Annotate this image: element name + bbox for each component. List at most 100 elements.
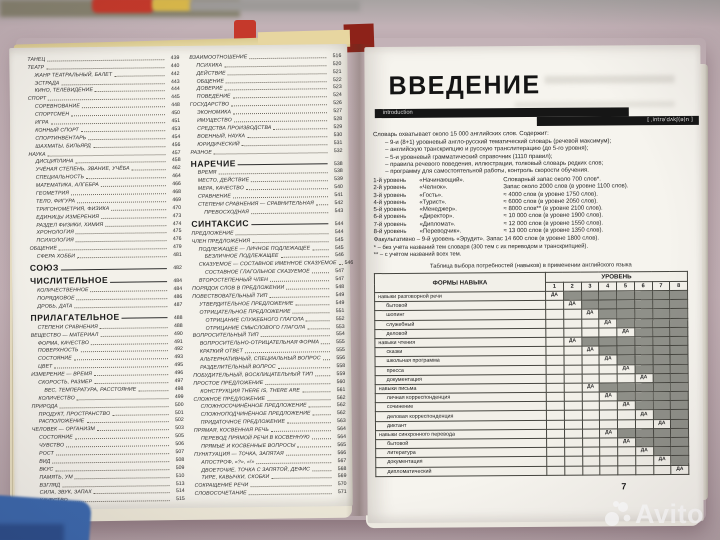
toc-entry-title: АПОСТРОФ, «?», «!» [201,458,255,466]
level-cell: ДА [545,291,564,301]
level-cell [545,309,564,319]
level-cell [670,409,689,420]
toc-entry-title: ФОРМА, КАЧЕСТВО [37,339,89,347]
level-cell [670,345,688,355]
toc-page-number: 500 [174,401,184,408]
toc-entry-title: СФЕРА ХОББИ [36,253,76,260]
toc-page-number: 445 [171,94,180,101]
level-cell: ДА [635,446,654,457]
toc-page-number: 448 [171,102,180,109]
level-cell [546,373,564,384]
toc-page-number: 469 [172,196,182,204]
skills-table-col-header: ФОРМЫ НАВЫКА [374,272,546,293]
level-cell [653,465,672,475]
open-book: ТАНЕЦ 439 ТЕАТР 440 ЖАНР ТЕАТРАЛЬНЫЙ, БАЛЕТ 4… [6,18,712,529]
toc-entry-title: КОЛИЧЕСТВО [38,395,75,402]
level-cell [652,345,671,355]
level-number: 2 [563,282,582,292]
toc-entry-title: НАУКА [28,151,46,158]
toc-entry-title: ДИСЦИПЛИНА [35,158,74,166]
toc-entry-title: ТАНЕЦ [27,56,46,63]
level-cell [652,391,671,401]
toc-page-number: 481 [173,252,182,259]
toc-entry-title: КИНО, ТЕЛЕВИДЕНИЕ [34,87,94,95]
toc-page-number: 501 [174,409,184,416]
level-cell [599,346,617,356]
level-cell [617,410,636,420]
level-cell [582,456,601,466]
level-cell [634,299,653,310]
toc-entry-title: ПРИЛАГАТЕЛЬНОЕ [30,311,120,323]
toc-page-number: 515 [176,496,185,503]
toc-entry-title: СРЕДСТВА ПРОИЗВОДСТВА [197,124,272,132]
toc-entry-title: ЕДИНИЦЫ ИЗМЕРЕНИЯ [36,213,100,221]
page-edges [698,64,708,500]
toc-entry-title: ПРОДУКТ, ПРОСТРАНСТВО [38,410,111,418]
level-cell [635,456,654,466]
toc-page-number: 555 [336,347,345,354]
toc-entry-title: ОБЩЕНИЕ [29,245,58,253]
toc-entry-title: ЧУВСТВО [39,442,65,449]
level-cell [617,446,636,457]
level-cell [582,447,600,457]
red-object-top-left [92,0,154,13]
toc-entry-title: ВЕС, ТЕМПЕРАТУРА, РАССТОЯНИЕ [44,386,137,394]
toc-entry-title: ВОПРОСИТЕЛЬНЫЙ ТИП [192,332,259,340]
toc-entry-title: ОТРИЦАТЕЛЬНОЕ ПРЕДЛОЖЕНИЕ [199,308,291,316]
toc-page-number: 526 [333,100,342,107]
toc-entry-title: ПОРЯДОК СЛОВ В ПРЕДЛОЖЕНИИ [192,284,285,292]
level-cell [564,456,583,466]
level-cell [599,373,618,383]
toc-page-number: 532 [333,147,343,154]
level-cell [670,437,689,447]
level-cell [634,354,653,365]
level-cell: ДА [599,391,618,402]
background-object [190,0,360,11]
level-cell: ДА [617,401,636,411]
toc-page-number: 499 [174,393,184,400]
toc-entry-title: БЕЗЛИЧНОЕ ПОДЛЕЖАЩЕЕ [204,253,279,261]
toc-column-2: ВЗАИМООТНОШЕНИЕ 516 ПСИХИКА 520 ДЕЙСТВИЕ 521 О… [189,51,353,497]
level-cell: ДА [617,437,636,448]
level-cell [599,327,617,337]
toc-leader [248,493,332,496]
level-cell [581,364,600,374]
toc-page-number: 492 [174,346,183,353]
level-cell [581,291,599,301]
level-cell [670,327,688,337]
toc-page-number: 545 [334,244,344,251]
avito-watermark: Avito [604,490,720,538]
level-cell [563,346,582,356]
toc-page-number: 545 [334,236,344,243]
avito-brand-text: Avito [635,498,704,529]
toc-entry-title: СРАВНЕНИЕ [197,193,231,200]
toc-leader [121,317,168,320]
level-cell: ДА [581,382,600,393]
toc-entry-title: ВЕЩЕСТВО — МАТЕРИАЛ [30,331,99,339]
toc-page-number: 505 [175,433,184,440]
toc-entry-title: ВЗАИМООТНОШЕНИЕ [189,54,248,61]
toc-page-number: 491 [174,338,183,345]
toc-entry-title: РАЗДЕЛИТЕЛЬНЫЙ ВОПРОС [200,363,276,371]
level-cell [563,291,582,301]
toc-leader [110,280,168,283]
toc-page-number: 547 [335,268,344,275]
toc-page-number: 564 [337,433,347,441]
level-cell [670,373,689,383]
toc-page-number: 498 [174,385,184,392]
toc-page-number: 570 [337,481,347,488]
toc-page-number: 527 [333,108,343,115]
toc-page-number: 493 [174,354,184,361]
level-cell [599,410,618,420]
toc-entry-title: ВТОРОСТЕПЕННЫЙ ЧЛЕН [199,277,268,284]
toc-leader [311,272,329,274]
toc-page-number: 457 [171,149,181,156]
toc-page-number: 470 [172,204,182,211]
toc-entry-title: ЧИСЛИТЕЛЬНОЕ [29,275,109,287]
level-cell [546,410,565,421]
toc-leader [338,264,343,266]
level-cell [546,447,565,457]
level-cell [652,299,670,310]
level-cell [563,373,582,384]
level-cell: ДА [652,419,671,429]
